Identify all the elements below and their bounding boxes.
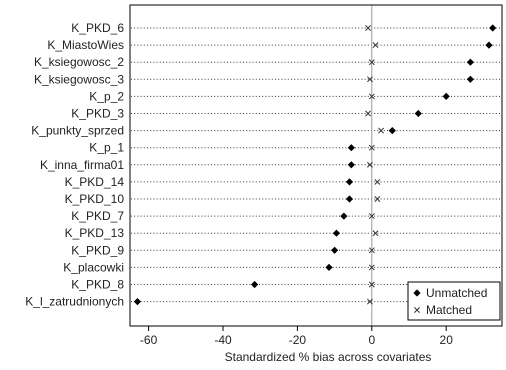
matched-point <box>366 161 373 168</box>
unmatched-point <box>466 75 474 83</box>
matched-point <box>374 178 381 185</box>
unmatched-point <box>331 246 339 254</box>
category-label: K_punkty_sprzed <box>31 124 124 138</box>
unmatched-point <box>466 58 474 66</box>
cross-stroke <box>365 110 372 117</box>
category-label: K_p_1 <box>89 141 124 155</box>
x-tick-label: -60 <box>140 333 158 347</box>
unmatched-point <box>347 144 355 152</box>
unmatched-point <box>347 161 355 169</box>
cross-stroke <box>368 264 375 271</box>
plot-frame <box>129 4 503 327</box>
matched-point <box>365 25 372 31</box>
cross-stroke <box>374 196 381 202</box>
category-rows: K_PKD_6 K_MiastoWies K_ksiegowosc_2 K_ksieg… <box>25 21 501 309</box>
category-label: K_PKD_3 <box>71 107 124 121</box>
category-label: K_ksiegowosc_2 <box>34 55 124 69</box>
cross-stroke <box>366 76 373 83</box>
legend-matched-marker <box>414 307 420 313</box>
x-tick-label: 20 <box>440 333 454 347</box>
cross-stroke <box>368 144 375 151</box>
category-label: K_PKD_9 <box>71 243 124 257</box>
cross-stroke <box>368 59 375 66</box>
category-label: K_inna_firma01 <box>40 158 124 172</box>
category-label: K_placowki <box>63 260 124 274</box>
category-label: K_p_2 <box>89 89 124 103</box>
unmatched-point <box>340 212 348 220</box>
x-axis-label: Standardized % bias across covariates <box>225 350 432 364</box>
legend: Unmatched Matched <box>407 281 501 321</box>
unmatched-point <box>345 195 354 203</box>
x-tick-label: -20 <box>289 333 307 347</box>
unmatched-point <box>442 92 450 100</box>
matched-point <box>374 196 381 202</box>
data-marks <box>133 24 497 306</box>
x-tick-label: -40 <box>214 333 232 347</box>
unmatched-point <box>388 127 396 135</box>
legend-unmatched-label: Unmatched <box>426 286 487 300</box>
matched-point <box>368 59 375 66</box>
category-label: K_PKD_7 <box>71 209 124 223</box>
cross-stroke <box>368 93 375 100</box>
matched-point <box>366 76 373 83</box>
category-label: K_l_zatrudnionych <box>25 295 124 309</box>
x-tick-label: 0 <box>368 333 375 347</box>
matched-point <box>378 127 385 134</box>
cross-stroke <box>366 298 373 305</box>
legend-box <box>407 281 501 321</box>
cross-stroke <box>372 230 379 237</box>
cross-stroke <box>372 42 379 49</box>
category-label: K_PKD_8 <box>71 278 124 292</box>
matched-point <box>372 230 379 237</box>
axes: -60-40-2002040Standardized % bias across… <box>129 4 503 364</box>
unmatched-point <box>345 178 354 186</box>
cross-stroke <box>368 247 375 254</box>
matched-point <box>368 144 375 151</box>
matched-point <box>372 42 379 49</box>
category-label: K_MiastoWies <box>47 38 124 52</box>
cross-stroke <box>368 213 375 220</box>
unmatched-point <box>251 280 259 289</box>
unmatched-point <box>414 109 422 118</box>
unmatched-point <box>332 229 341 237</box>
category-label: K_ksiegowosc_3 <box>34 72 124 86</box>
cross-stroke <box>368 281 375 288</box>
cross-stroke <box>378 127 385 134</box>
cross-stroke <box>365 25 372 31</box>
matched-point <box>368 264 375 271</box>
category-label: K_PKD_6 <box>71 21 124 35</box>
matched-point <box>368 93 375 100</box>
matched-point <box>368 213 375 220</box>
unmatched-point <box>325 263 333 271</box>
category-label: K_PKD_14 <box>65 175 125 189</box>
matched-point <box>366 298 373 305</box>
category-label: K_PKD_10 <box>65 192 125 206</box>
unmatched-point <box>489 24 497 32</box>
legend-matched-label: Matched <box>426 303 472 317</box>
category-label: K_PKD_13 <box>65 226 125 240</box>
cross-stroke <box>414 307 420 313</box>
unmatched-point <box>133 298 142 306</box>
legend-unmatched-marker <box>413 289 421 297</box>
unmatched-point <box>485 41 493 49</box>
cross-stroke <box>374 178 381 185</box>
matched-point <box>365 110 372 117</box>
matched-point <box>368 247 375 254</box>
matched-point <box>368 281 375 288</box>
cross-stroke <box>366 161 373 168</box>
